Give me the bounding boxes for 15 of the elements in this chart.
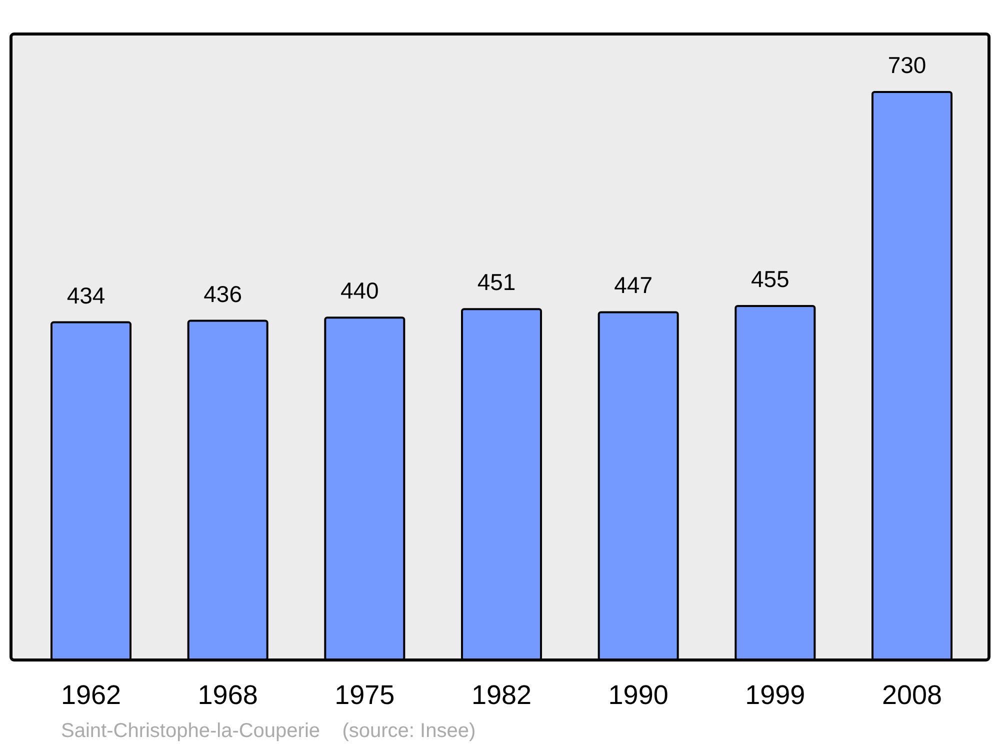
- x-tick-label: 1990: [608, 680, 668, 710]
- x-tick-label: 1999: [745, 680, 806, 710]
- data-label: 447: [614, 272, 653, 298]
- x-tick-label: 1962: [60, 680, 122, 710]
- data-label: 730: [888, 52, 926, 78]
- data-label: 434: [66, 282, 106, 308]
- data-label: 451: [477, 269, 516, 296]
- x-tick-label: 1982: [471, 680, 532, 710]
- data-label: 455: [750, 266, 790, 292]
- x-tick-label: 1968: [198, 680, 258, 710]
- x-tick-label: 1975: [334, 680, 395, 710]
- text: Saint-Christophe-la-Couperie (source: Insee): [61, 720, 476, 742]
- data-label: 440: [340, 278, 379, 304]
- x-tick-label: 2008: [882, 680, 942, 710]
- data-label: 436: [204, 280, 242, 307]
